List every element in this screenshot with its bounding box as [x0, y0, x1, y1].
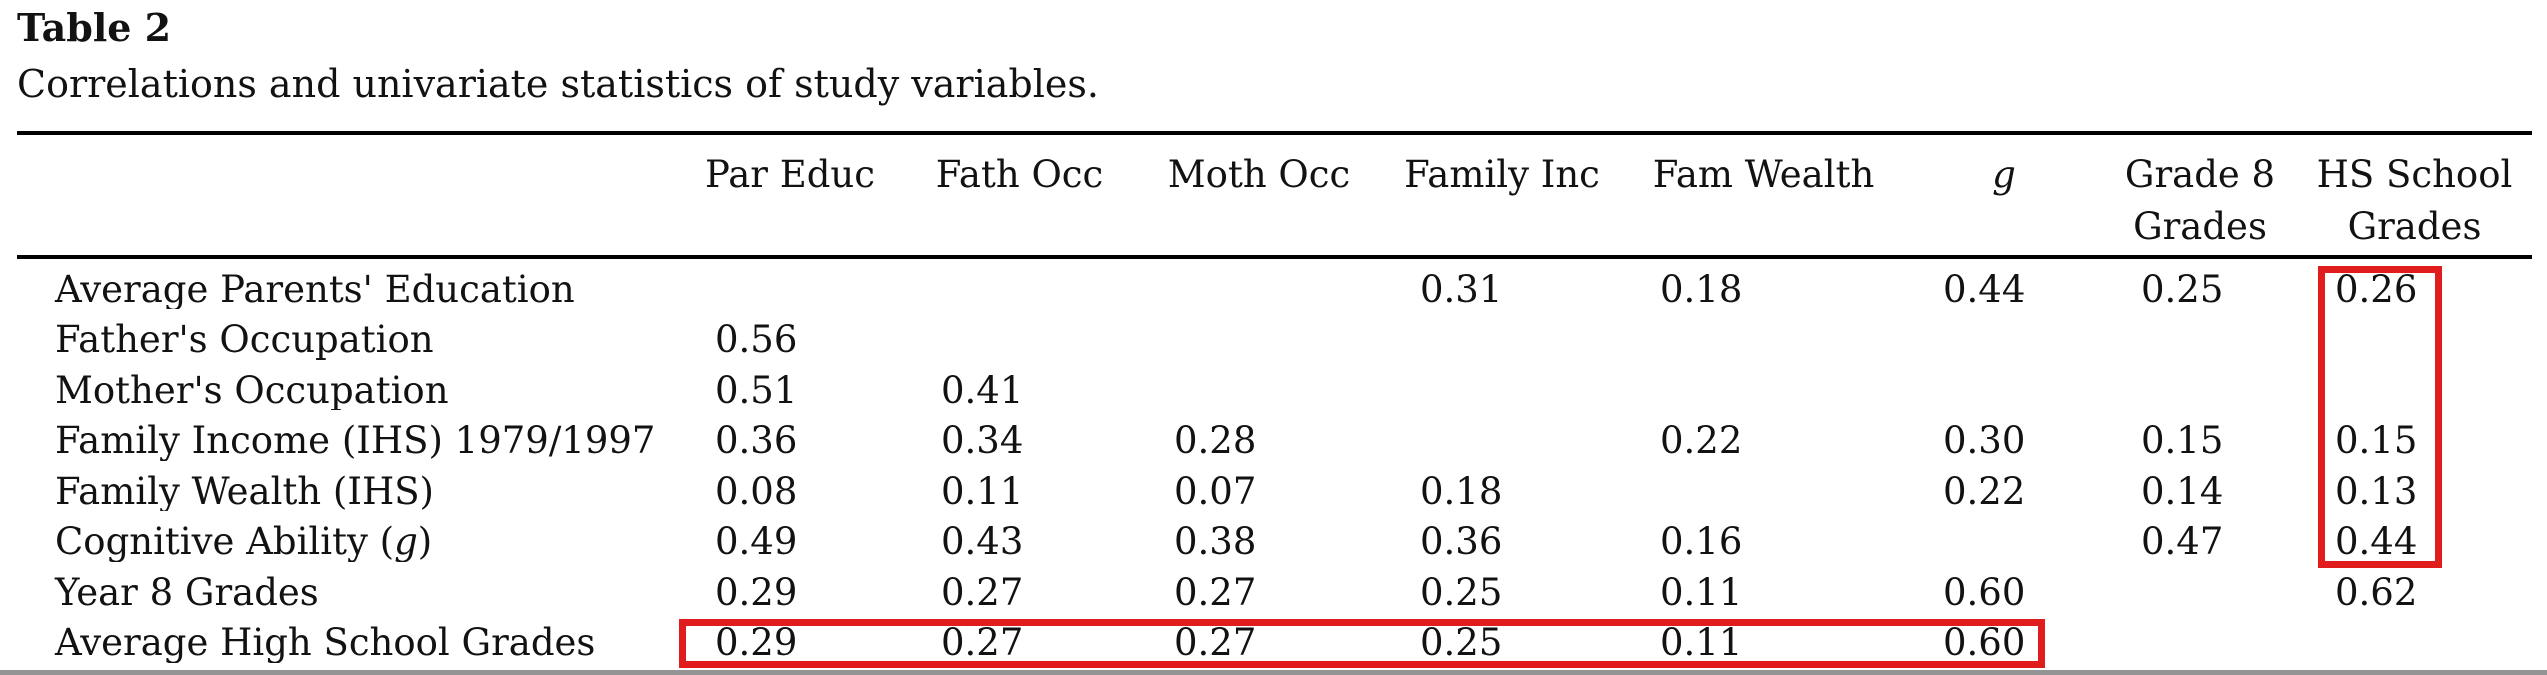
- table-row: Father's Occupation 0.56: [17, 309, 2532, 360]
- table-row: Year 8 Grades 0.29 0.27 0.27 0.25 0.11 0.60 0.6…: [17, 562, 2532, 613]
- table-row: Family Wealth (IHS) 0.08 0.11 0.07 0.18 0.22 0…: [17, 461, 2532, 512]
- correlation-cell: 0.11: [1660, 570, 1743, 612]
- correlation-cell: [677, 257, 903, 309]
- header-cell-g: g: [1992, 153, 2016, 196]
- correlation-cell: [2103, 309, 2297, 360]
- correlation-cell: [903, 257, 1136, 309]
- correlation-cell: [903, 309, 1136, 360]
- correlation-cell: [1905, 511, 2103, 562]
- correlation-cell: 0.56: [715, 318, 798, 360]
- correlation-table: Par Educ Fath Occ Moth Occ Family Inc Fa…: [17, 131, 2532, 663]
- correlation-cell: 0.22: [1943, 469, 2026, 511]
- correlation-cell: 0.13: [2335, 469, 2418, 511]
- row-label: Family Wealth (IHS): [55, 469, 434, 511]
- correlation-cell: [1136, 309, 1382, 360]
- table-row: Average High School Grades 0.29 0.27 0.27 0.…: [17, 612, 2532, 663]
- correlation-cell: 0.08: [715, 469, 798, 511]
- correlation-cell: 0.49: [715, 520, 798, 562]
- correlation-cell: 0.41: [941, 368, 1024, 410]
- correlation-cell: [1622, 360, 1905, 411]
- bottom-table-rule: [0, 670, 2547, 675]
- correlation-cell: 0.60: [1943, 570, 2026, 612]
- row-label: Father's Occupation: [55, 318, 434, 360]
- correlation-cell: 0.34: [941, 419, 1024, 461]
- correlation-cell: [1905, 309, 2103, 360]
- correlation-cell: 0.27: [1174, 621, 1257, 663]
- correlation-cell: 0.38: [1174, 520, 1257, 562]
- correlation-cell: [1905, 360, 2103, 411]
- table-row: Family Income (IHS) 1979/1997 0.36 0.34 0.2…: [17, 410, 2532, 461]
- correlation-cell: 0.44: [1943, 268, 2026, 309]
- correlation-cell: 0.27: [941, 570, 1024, 612]
- correlation-cell: 0.14: [2141, 469, 2224, 511]
- correlation-cell: 0.18: [1420, 469, 1503, 511]
- correlation-cell: 0.11: [1660, 621, 1743, 663]
- row-label: Mother's Occupation: [55, 368, 449, 410]
- correlation-cell: 0.27: [941, 621, 1024, 663]
- correlation-cell: 0.25: [1420, 621, 1503, 663]
- correlation-cell: 0.30: [1943, 419, 2026, 461]
- header-cell-fath-occ: Fath Occ: [935, 153, 1104, 196]
- table-row: Average Parents' Education 0.31 0.18 0.44 0.…: [17, 257, 2532, 309]
- correlation-cell: 0.36: [1420, 520, 1503, 562]
- correlation-cell: 0.18: [1660, 268, 1743, 309]
- row-label: Year 8 Grades: [55, 570, 319, 612]
- correlation-cell: 0.15: [2335, 419, 2418, 461]
- correlation-cell: 0.60: [1943, 621, 2026, 663]
- header-cell-empty: [17, 133, 677, 257]
- correlation-cell: 0.15: [2141, 419, 2224, 461]
- header-cell-grade8-grades: Grade 8 Grades: [2124, 153, 2276, 248]
- header-cell-moth-occ: Moth Occ: [1167, 153, 1351, 196]
- correlation-cell: 0.29: [715, 621, 798, 663]
- correlation-cell: [1382, 410, 1622, 461]
- correlation-cell: 0.47: [2141, 520, 2224, 562]
- correlation-cell: 0.36: [715, 419, 798, 461]
- correlation-cell: [2297, 360, 2532, 411]
- correlation-cell: 0.11: [941, 469, 1024, 511]
- row-label: Cognitive Ability (g): [55, 520, 433, 562]
- table-number-title: Table 2: [17, 5, 172, 50]
- correlation-cell: 0.25: [2141, 268, 2224, 309]
- correlation-cell: 0.22: [1660, 419, 1743, 461]
- correlation-cell: [1382, 360, 1622, 411]
- correlation-cell: [2297, 309, 2532, 360]
- correlation-cell: [2103, 612, 2297, 663]
- correlation-cell: 0.26: [2335, 268, 2418, 309]
- header-row: Par Educ Fath Occ Moth Occ Family Inc Fa…: [17, 133, 2532, 257]
- correlation-cell: [2103, 360, 2297, 411]
- header-cell-par-educ: Par Educ: [705, 153, 875, 196]
- correlation-cell: [1622, 461, 1905, 512]
- correlation-cell: 0.51: [715, 368, 798, 410]
- correlation-cell: [2297, 612, 2532, 663]
- correlation-cell: [1136, 360, 1382, 411]
- row-label: Average Parents' Education: [55, 268, 575, 309]
- correlation-cell: 0.16: [1660, 520, 1743, 562]
- correlation-cell: 0.07: [1174, 469, 1257, 511]
- correlation-cell: 0.44: [2335, 520, 2418, 562]
- correlation-cell: 0.28: [1174, 419, 1257, 461]
- correlation-cell: 0.31: [1420, 268, 1503, 309]
- table-caption: Correlations and univariate statistics o…: [17, 62, 1099, 106]
- correlation-cell: 0.27: [1174, 570, 1257, 612]
- correlation-cell: [1622, 309, 1905, 360]
- correlation-cell: [1136, 257, 1382, 309]
- correlation-cell: 0.25: [1420, 570, 1503, 612]
- correlation-cell: 0.62: [2335, 570, 2418, 612]
- correlation-cell: 0.29: [715, 570, 798, 612]
- correlation-cell: [2103, 562, 2297, 613]
- row-label: Average High School Grades: [55, 621, 596, 663]
- correlation-cell: [1382, 309, 1622, 360]
- header-cell-fam-wealth: Fam Wealth: [1652, 153, 1875, 196]
- table-row: Mother's Occupation 0.51 0.41: [17, 360, 2532, 411]
- row-label: Family Income (IHS) 1979/1997: [55, 419, 656, 461]
- table-row: Cognitive Ability (g) 0.49 0.43 0.38 0.36 0.1…: [17, 511, 2532, 562]
- header-cell-hs-school-grades: HS School Grades: [2316, 153, 2513, 248]
- correlation-cell: 0.43: [941, 520, 1024, 562]
- header-cell-family-inc: Family Inc: [1404, 153, 1600, 196]
